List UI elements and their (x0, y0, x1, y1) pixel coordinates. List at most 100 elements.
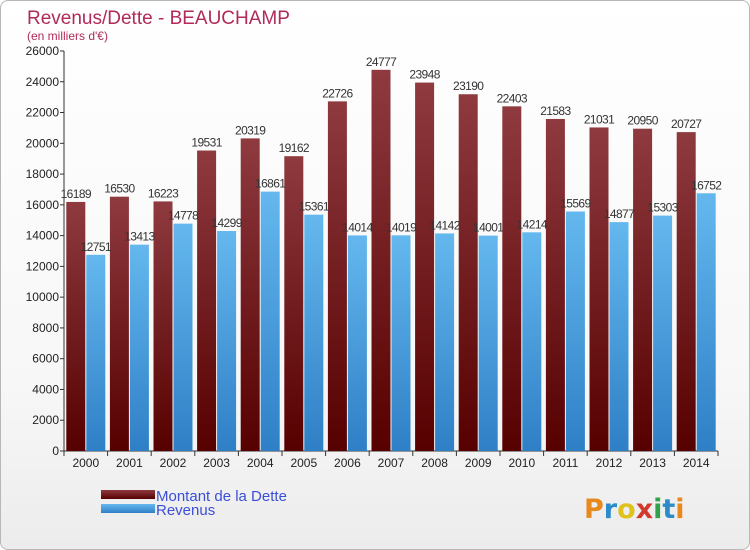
bar-revenus (304, 214, 324, 451)
x-tick-label: 2006 (334, 456, 361, 470)
x-tick-label: 2013 (639, 456, 666, 470)
data-label-dette: 16530 (104, 182, 135, 196)
bar-revenus (129, 244, 149, 451)
y-tick-label: 12000 (26, 259, 60, 273)
bar-revenus (86, 254, 106, 451)
data-label-dette: 22403 (497, 91, 528, 105)
data-label-revenus: 12751 (81, 240, 112, 254)
data-label-revenus: 14019 (386, 220, 417, 234)
data-label-revenus: 14001 (473, 221, 504, 235)
y-tick-label: 6000 (32, 352, 59, 366)
x-tick-label: 2005 (290, 456, 317, 470)
bar-revenus (522, 232, 542, 451)
proxiti-logo-text: Proxiti (584, 494, 685, 525)
proxiti-logo: Proxiti (584, 494, 685, 525)
bar-dette (197, 150, 217, 451)
x-tick-label: 2009 (465, 456, 492, 470)
data-label-revenus: 16861 (255, 177, 286, 191)
bar-dette (240, 138, 260, 451)
bar-dette (458, 94, 478, 451)
data-label-revenus: 14877 (604, 207, 635, 221)
bar-revenus (653, 215, 673, 451)
bar-dette (545, 118, 565, 451)
data-label-dette: 20950 (627, 114, 658, 128)
y-tick-label: 14000 (26, 229, 60, 243)
data-label-revenus: 15361 (299, 200, 330, 214)
data-label-dette: 22726 (322, 86, 353, 100)
y-tick-label: 2000 (32, 413, 59, 427)
y-tick-label: 22000 (26, 106, 60, 120)
bar-dette (109, 196, 129, 451)
x-tick-label: 2003 (203, 456, 230, 470)
bar-dette (327, 101, 347, 451)
bars (66, 69, 716, 452)
chart-subtitle: (en milliers d'€) (27, 29, 108, 43)
bar-revenus (173, 223, 193, 451)
x-tick-label: 2011 (552, 456, 578, 470)
data-label-revenus: 14142 (429, 218, 460, 232)
x-tick-label: 2007 (378, 456, 405, 470)
x-tick-label: 2008 (421, 456, 448, 470)
bar-revenus (347, 235, 367, 451)
legend-swatch-dette (101, 490, 155, 499)
y-tick-label: 16000 (26, 198, 60, 212)
data-label-revenus: 14299 (211, 216, 242, 230)
data-label-revenus: 15569 (560, 196, 591, 210)
bar-dette (415, 82, 435, 452)
bar-dette (589, 127, 609, 451)
x-tick-label: 2010 (508, 456, 535, 470)
bar-revenus (696, 193, 716, 451)
data-label-dette: 23190 (453, 79, 484, 93)
bar-revenus (609, 222, 629, 451)
bar-revenus (478, 235, 498, 451)
legend: Montant de la Dette Revenus (101, 488, 287, 519)
data-label-dette: 23948 (409, 68, 440, 82)
y-tick-label: 20000 (26, 136, 60, 150)
data-label-revenus: 14214 (517, 217, 548, 231)
bar-dette (284, 156, 304, 451)
y-axis: 0 2000 4000 6000 8000 10000 12000 14000 16000 180… (26, 44, 65, 458)
data-label-dette: 24777 (366, 55, 397, 69)
data-label-dette: 19531 (191, 136, 222, 150)
x-tick-label: 2012 (596, 456, 623, 470)
data-label-dette: 20727 (671, 117, 702, 131)
data-label-revenus: 14778 (168, 209, 199, 223)
x-axis: 2000 2001 2002 2003 2004 2005 2006 2007 2008 2009… (63, 450, 719, 470)
y-tick-label: 26000 (26, 44, 60, 58)
bar-revenus (217, 231, 237, 451)
bar-revenus (391, 235, 411, 451)
x-tick-label: 2004 (247, 456, 274, 470)
y-tick-label: 4000 (32, 382, 59, 396)
bar-dette (676, 132, 696, 451)
x-tick-label: 2000 (72, 456, 99, 470)
bar-revenus (565, 211, 585, 451)
bar-revenus (260, 191, 280, 451)
y-tick-label: 10000 (26, 290, 60, 304)
legend-label-dette: Montant de la Dette (156, 488, 287, 505)
data-label-dette: 16223 (148, 186, 179, 200)
legend-swatch-revenus (101, 504, 155, 513)
x-tick-label: 2002 (160, 456, 187, 470)
data-label-revenus: 15303 (647, 201, 678, 215)
bar-dette (66, 201, 86, 451)
data-label-dette: 21583 (540, 104, 571, 118)
data-label-dette: 19162 (279, 141, 310, 155)
data-label-revenus: 16752 (691, 178, 722, 192)
bar-dette (502, 106, 522, 451)
bar-dette (371, 69, 391, 452)
bar-dette (633, 128, 653, 451)
data-label-dette: 20319 (235, 123, 266, 137)
y-tick-label: 8000 (32, 321, 59, 335)
x-tick-label: 2014 (683, 456, 710, 470)
data-label-dette: 21031 (584, 112, 615, 126)
x-tick-label: 2001 (116, 456, 143, 470)
bar-revenus (435, 233, 455, 451)
data-label-revenus: 13413 (124, 230, 155, 244)
bar-dette (153, 201, 173, 451)
data-label-dette: 16189 (61, 187, 92, 201)
chart-title: Revenus/Dette - BEAUCHAMP (27, 8, 290, 29)
legend-label-revenus: Revenus (156, 502, 215, 519)
y-tick-label: 18000 (26, 167, 60, 181)
